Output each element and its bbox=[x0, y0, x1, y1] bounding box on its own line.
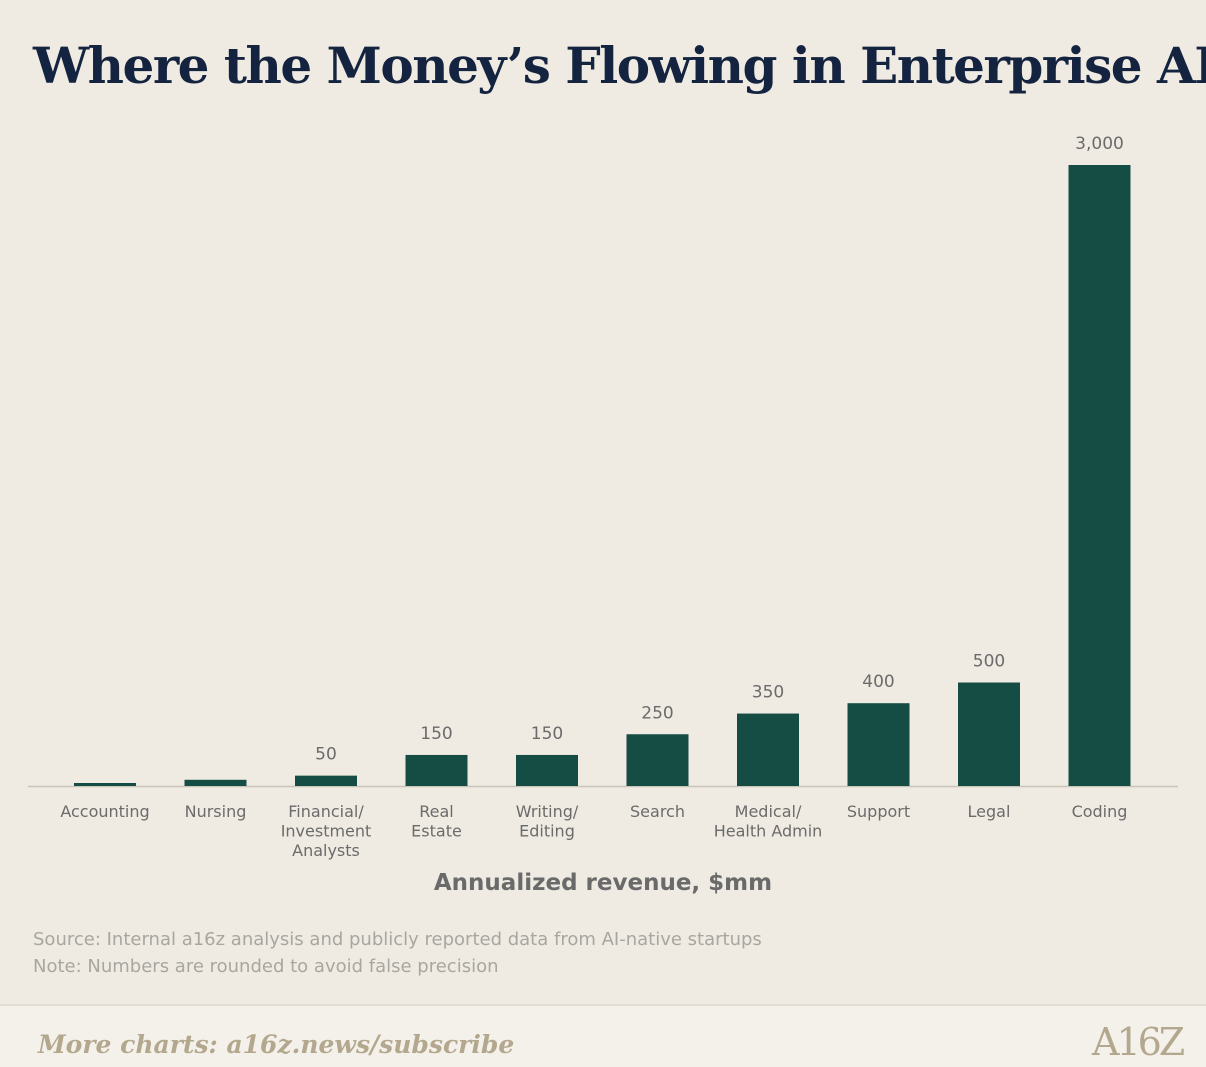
footer-bar: More charts: a16z.news/subscribe A16Z bbox=[0, 1004, 1206, 1067]
source-note: Source: Internal a16z analysis and publi… bbox=[33, 929, 762, 950]
category-label: Legal bbox=[968, 802, 1011, 821]
bar bbox=[74, 783, 136, 786]
bar bbox=[1068, 165, 1131, 786]
category-label: Coding bbox=[1072, 802, 1128, 821]
bar bbox=[626, 734, 689, 786]
category-label: Financial/Investment Analysts bbox=[281, 802, 372, 860]
a16z-logo: A16Z bbox=[1092, 1020, 1185, 1064]
value-label: 350 bbox=[752, 683, 784, 703]
bar-chart: Accounting Nursing 50 Financial/Investment A… bbox=[28, 134, 1178, 860]
bar bbox=[405, 754, 468, 786]
value-label: 150 bbox=[531, 724, 563, 744]
value-label: 150 bbox=[420, 724, 452, 744]
bar bbox=[516, 754, 578, 786]
value-label: 500 bbox=[973, 652, 1005, 672]
category-label: Writing/Editing bbox=[516, 802, 579, 841]
category-label: Nursing bbox=[185, 802, 247, 821]
category-label: Search bbox=[630, 802, 685, 821]
category-label: Real Estate bbox=[411, 802, 462, 841]
x-axis-label: Annualized revenue, $mm bbox=[433, 870, 773, 896]
category-label: Support bbox=[847, 802, 910, 821]
value-label: 400 bbox=[862, 672, 894, 692]
bar bbox=[847, 703, 910, 786]
bar bbox=[295, 775, 357, 786]
precision-note: Note: Numbers are rounded to avoid false… bbox=[33, 956, 499, 977]
category-label: Accounting bbox=[60, 802, 149, 821]
bar bbox=[958, 682, 1020, 786]
value-label: 3,000 bbox=[1075, 134, 1124, 154]
subscribe-link[interactable]: More charts: a16z.news/subscribe bbox=[38, 1030, 515, 1059]
value-label: 50 bbox=[315, 745, 337, 765]
chart-title: Where the Money’s Flowing in Enterprise … bbox=[33, 36, 1206, 95]
bar bbox=[737, 713, 799, 786]
bar bbox=[184, 779, 247, 786]
category-label: Medical/Health Admin bbox=[714, 802, 823, 841]
value-label: 250 bbox=[641, 703, 673, 723]
